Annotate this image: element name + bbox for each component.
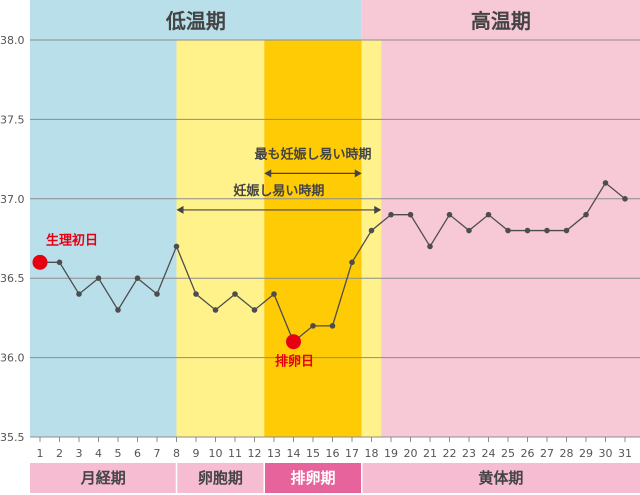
data-point (232, 291, 238, 297)
phase-bar-label-0: 月経期 (80, 469, 126, 487)
x-tick-label: 29 (579, 447, 593, 460)
data-point (76, 291, 82, 297)
data-point (563, 227, 570, 234)
data-point (544, 227, 550, 234)
x-tick-label: 13 (267, 447, 281, 460)
x-tick-label: 10 (209, 447, 223, 460)
data-point (310, 323, 316, 329)
data-point (505, 227, 511, 234)
phase-bar-label-2: 排卵期 (290, 469, 335, 487)
marker-dot-0 (32, 254, 48, 270)
annotation-arrow-head-right-1 (354, 169, 362, 178)
x-tick-label: 20 (404, 447, 418, 460)
phase-band-4 (381, 40, 640, 437)
phase-bar-segment-3 (361, 463, 640, 493)
data-point (602, 180, 609, 186)
annotation-arrow-head-left-0 (176, 205, 184, 214)
x-tick-label: 28 (560, 447, 574, 460)
data-point (583, 211, 589, 218)
data-point (95, 275, 102, 282)
y-tick-label: 37.5 (0, 113, 25, 126)
phase-bar-segment-2 (264, 463, 362, 493)
x-tick-label: 31 (618, 447, 632, 460)
data-point (466, 227, 472, 234)
x-tick-label: 9 (193, 447, 200, 460)
top-band-0 (30, 0, 362, 40)
data-point (212, 307, 219, 313)
marker-label-0: 生理初日 (46, 232, 98, 248)
annotation-label-0: 妊娠し易い時期 (233, 183, 324, 199)
annotation-label-1: 最も妊娠し易い時期 (254, 146, 371, 162)
data-point (329, 323, 336, 329)
x-tick-label: 21 (423, 447, 437, 460)
annotation-arrow-head-left-1 (264, 169, 272, 178)
top-band-label-0: 低温期 (165, 9, 226, 33)
annotation-arrow-head-right-0 (374, 205, 382, 214)
phase-bar-segment-0 (30, 463, 177, 493)
x-tick-label: 25 (501, 447, 515, 460)
x-tick-label: 27 (540, 447, 554, 460)
y-tick-label: 37.0 (0, 193, 25, 206)
y-tick-label: 35.5 (0, 431, 25, 444)
y-tick-label: 38.0 (0, 34, 25, 47)
data-point (446, 211, 453, 218)
x-tick-label: 19 (384, 447, 398, 460)
x-tick-label: 16 (326, 447, 340, 460)
x-tick-label: 2 (56, 447, 63, 460)
marker-dot-1 (286, 334, 301, 350)
marker-label-1: 排卵日 (275, 354, 314, 370)
x-tick-label: 14 (287, 447, 301, 460)
x-tick-label: 5 (115, 447, 122, 460)
data-point (368, 227, 375, 234)
x-tick-label: 15 (306, 447, 320, 460)
data-point (134, 275, 141, 282)
phase-bar-segment-1 (176, 463, 265, 493)
x-tick-label: 22 (443, 447, 457, 460)
x-tick-label: 30 (599, 447, 613, 460)
y-tick-label: 36.0 (0, 352, 25, 365)
x-tick-label: 23 (462, 447, 476, 460)
x-tick-label: 6 (134, 447, 141, 460)
phase-band-3 (361, 40, 382, 437)
phase-bar-label-1: 卵胞期 (198, 469, 243, 487)
x-tick-label: 8 (173, 447, 180, 460)
data-point (485, 211, 492, 218)
data-point (388, 211, 394, 218)
x-tick-label: 7 (154, 447, 161, 460)
data-point (622, 196, 628, 202)
data-point (56, 259, 63, 266)
x-tick-label: 12 (248, 447, 262, 460)
x-tick-label: 24 (482, 447, 496, 460)
data-point (407, 211, 414, 218)
data-point (271, 291, 277, 297)
x-tick-label: 18 (365, 447, 379, 460)
x-tick-label: 17 (345, 447, 359, 460)
x-tick-label: 4 (95, 447, 102, 460)
top-band-label-1: 高温期 (471, 9, 531, 33)
x-tick-label: 3 (76, 447, 83, 460)
x-tick-label: 11 (228, 447, 242, 460)
x-tick-label: 26 (521, 447, 535, 460)
top-band-1 (361, 0, 640, 40)
data-point (427, 243, 433, 250)
data-point (251, 307, 258, 313)
x-tick-label: 1 (37, 447, 44, 460)
data-point (115, 307, 121, 313)
data-point (154, 291, 160, 297)
data-point (524, 227, 531, 234)
y-tick-label: 36.5 (0, 272, 25, 285)
phase-band-2 (264, 40, 362, 437)
data-point (193, 291, 199, 297)
phase-band-1 (176, 40, 265, 437)
phase-bar-label-3: 黄体期 (478, 469, 523, 487)
data-point (173, 243, 180, 250)
data-point (349, 259, 355, 266)
phase-band-0 (30, 40, 177, 437)
